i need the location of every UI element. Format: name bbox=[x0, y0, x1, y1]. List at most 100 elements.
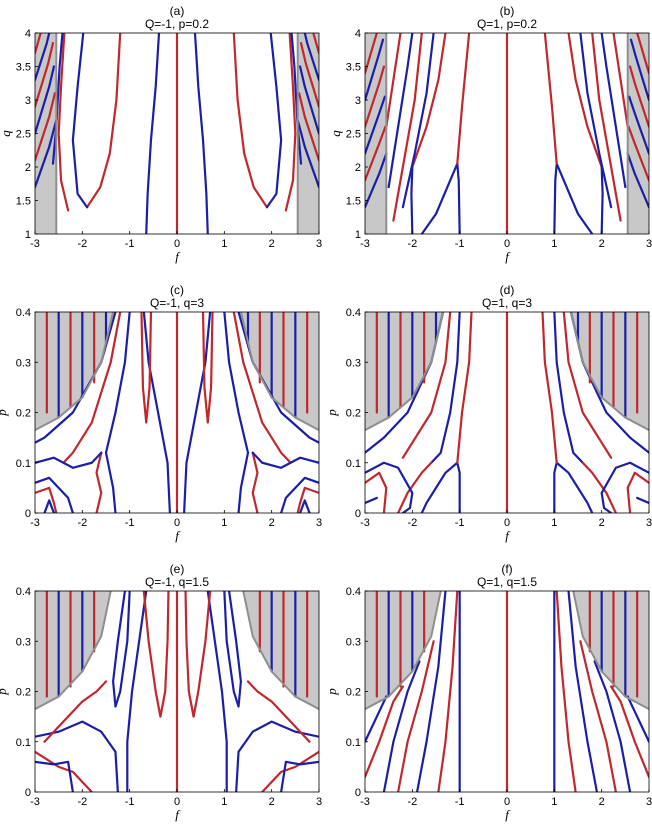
y-axis-label: p bbox=[0, 688, 9, 696]
series-line-blue bbox=[104, 312, 131, 513]
shaded-region-right bbox=[243, 591, 319, 710]
shaded-region-left bbox=[365, 591, 441, 710]
x-axis-label: f bbox=[175, 249, 181, 264]
x-tick-label: 3 bbox=[316, 796, 322, 808]
series-line-blue bbox=[145, 33, 161, 234]
y-axis-label: p bbox=[324, 409, 339, 417]
region-boundary bbox=[239, 312, 319, 431]
series-line-blue bbox=[600, 165, 604, 234]
x-tick-label: 0 bbox=[174, 796, 180, 808]
y-tick-label: 0 bbox=[25, 787, 31, 799]
x-tick-label: 2 bbox=[599, 238, 605, 250]
series-line-red bbox=[35, 33, 42, 55]
series-line-red bbox=[626, 471, 649, 513]
panel-6: -3 -2 -1 0 1 2 3 0 0.1 0.2 0.3 0.4 (f)Q=1, q=1.5 f p bbox=[324, 562, 652, 822]
series-line-blue bbox=[265, 33, 283, 209]
y-tick-label: 3 bbox=[25, 95, 31, 107]
y-tick-label: 3.5 bbox=[16, 62, 31, 74]
y-tick-label: 0.2 bbox=[346, 408, 361, 420]
series-line-red bbox=[184, 591, 212, 718]
series-line-red bbox=[456, 312, 473, 464]
x-tick-label: -1 bbox=[455, 238, 465, 250]
x-tick-label: -1 bbox=[455, 796, 465, 808]
x-tick-label: 2 bbox=[599, 517, 605, 529]
series-line-red bbox=[555, 591, 577, 792]
series-line-red bbox=[43, 680, 108, 743]
x-tick-label: 3 bbox=[646, 796, 652, 808]
series-line-blue bbox=[193, 33, 209, 234]
x-tick-label: -3 bbox=[30, 796, 40, 808]
series-line-blue bbox=[365, 95, 386, 155]
panel-3: -3 -2 -1 0 1 2 3 0 0.1 0.2 0.3 0.4 (c)Q=-1, q=3 f p bbox=[0, 283, 322, 543]
series-line-red bbox=[401, 312, 452, 459]
panel-2: -3 -2 -1 0 1 2 3 1 1.5 2 2.5 3 3.5 4 (b)Q=1, p=0.2 f q bbox=[328, 4, 652, 264]
series-line-blue bbox=[280, 760, 319, 792]
panel-label: (a) bbox=[170, 4, 185, 18]
series-line-blue bbox=[553, 312, 584, 464]
x-tick-label: 0 bbox=[174, 517, 180, 529]
series-line-red bbox=[251, 451, 259, 513]
chart-title: Q=-1, p=0.2 bbox=[145, 17, 209, 31]
series-line-blue bbox=[553, 461, 594, 513]
panel-label: (f) bbox=[501, 562, 512, 576]
x-tick-label: 0 bbox=[504, 238, 510, 250]
series-line-red bbox=[296, 486, 319, 513]
series-line-blue bbox=[296, 119, 319, 189]
series-line-blue bbox=[235, 720, 319, 792]
series-line-blue bbox=[365, 152, 388, 209]
shaded-region-right bbox=[573, 591, 649, 710]
series-line-blue bbox=[626, 695, 649, 743]
series-line-blue bbox=[567, 591, 599, 792]
y-tick-label: 0.3 bbox=[16, 636, 31, 648]
series-line-blue bbox=[593, 660, 632, 792]
y-tick-label: 0.4 bbox=[16, 586, 31, 598]
series-line-red bbox=[562, 312, 613, 459]
x-axis-label: f bbox=[505, 249, 511, 264]
y-tick-label: 1 bbox=[25, 229, 31, 241]
series-line-red bbox=[610, 685, 649, 779]
y-tick-label: 4 bbox=[25, 28, 31, 40]
series-line-blue bbox=[579, 33, 613, 209]
y-tick-label: 2 bbox=[355, 162, 361, 174]
x-tick-label: -1 bbox=[125, 796, 135, 808]
x-tick-label: 3 bbox=[646, 238, 652, 250]
y-tick-label: 2.5 bbox=[346, 129, 361, 141]
series-line-red bbox=[365, 65, 386, 128]
series-line-red bbox=[591, 33, 622, 222]
series-line-red bbox=[246, 680, 311, 743]
x-tick-label: -3 bbox=[360, 238, 370, 250]
series-line-blue bbox=[410, 165, 414, 234]
series-line-blue bbox=[600, 33, 627, 189]
series-line-red bbox=[385, 33, 402, 128]
series-line-blue bbox=[43, 499, 56, 513]
region-boundary bbox=[35, 312, 115, 431]
region-boundary bbox=[365, 591, 442, 710]
x-tick-label: -2 bbox=[407, 796, 417, 808]
panel-4: -3 -2 -1 0 1 2 3 0 0.1 0.2 0.3 0.4 (d)Q=1, q=3 f p bbox=[324, 283, 652, 543]
y-tick-label: 0.3 bbox=[346, 636, 361, 648]
x-tick-label: -3 bbox=[360, 517, 370, 529]
panel-label: (e) bbox=[170, 562, 185, 576]
chart-title: Q=1, q=3 bbox=[482, 296, 532, 310]
series-line-red bbox=[365, 685, 404, 779]
region-boundary bbox=[572, 591, 649, 710]
series-line-blue bbox=[112, 591, 131, 708]
series-line-blue bbox=[126, 591, 148, 792]
x-tick-label: -3 bbox=[30, 238, 40, 250]
y-tick-label: 2 bbox=[25, 162, 31, 174]
y-tick-label: 2.5 bbox=[16, 129, 31, 141]
series-line-red bbox=[140, 312, 153, 424]
y-tick-label: 3 bbox=[355, 95, 361, 107]
series-line-red bbox=[57, 33, 70, 212]
series-line-blue bbox=[420, 162, 461, 234]
series-line-red bbox=[437, 591, 459, 792]
y-tick-label: 0 bbox=[355, 787, 361, 799]
series-line-red bbox=[627, 125, 649, 182]
series-line-blue bbox=[35, 33, 51, 81]
y-tick-label: 0.4 bbox=[346, 586, 361, 598]
series-line-blue bbox=[251, 451, 319, 469]
series-line-blue bbox=[35, 720, 119, 792]
series-line-blue bbox=[298, 499, 311, 513]
series-line-blue bbox=[290, 33, 303, 165]
y-tick-label: 0.4 bbox=[346, 307, 361, 319]
